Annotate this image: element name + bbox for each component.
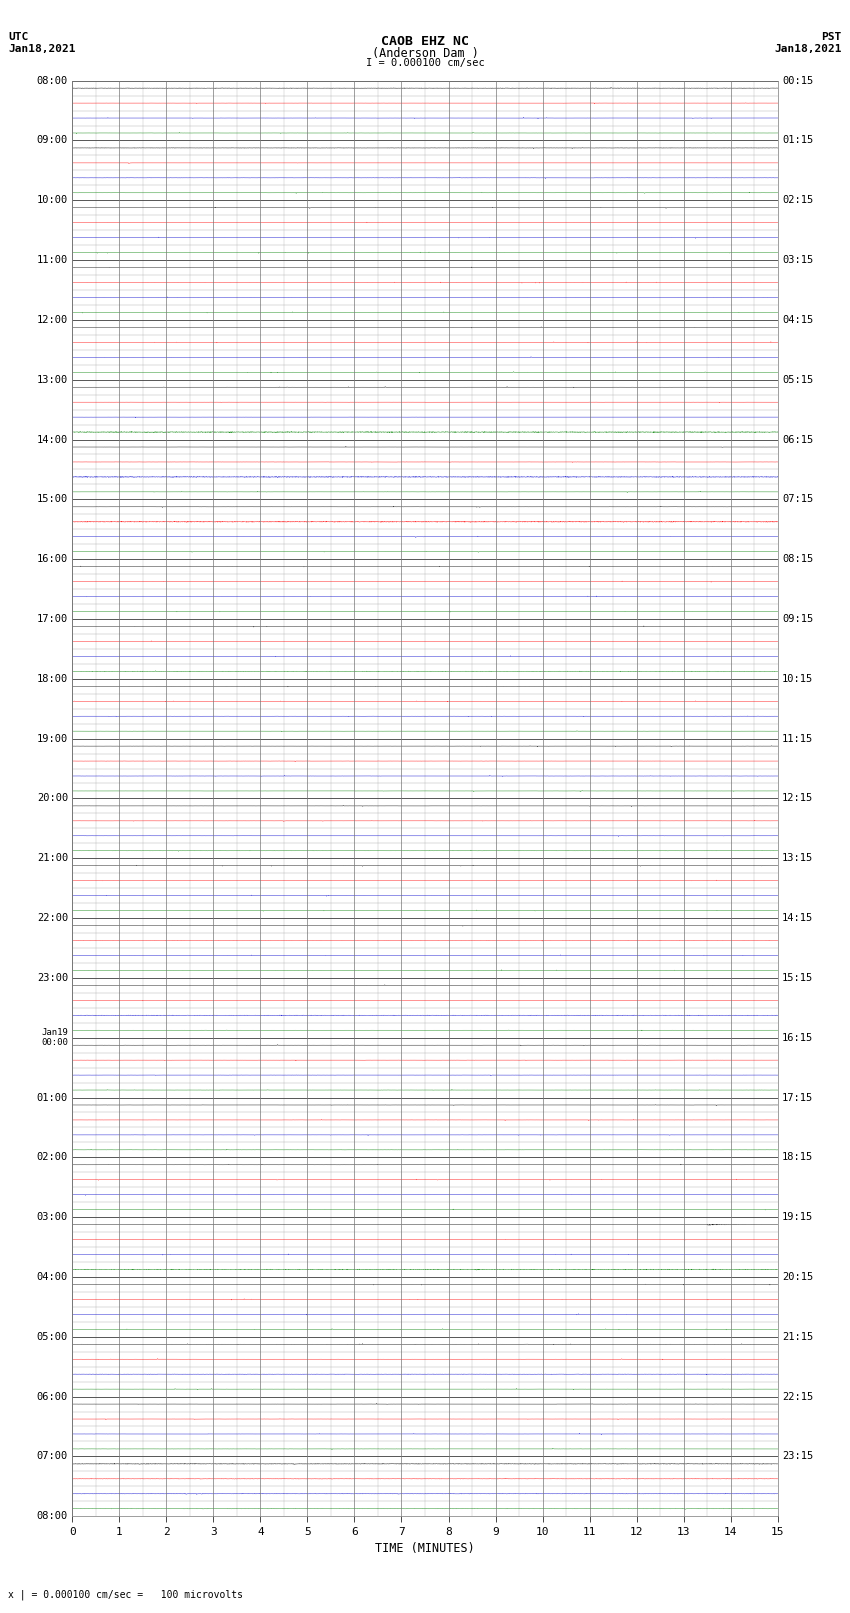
Text: 11:15: 11:15 bbox=[782, 734, 813, 744]
Text: 18:15: 18:15 bbox=[782, 1152, 813, 1163]
Text: 08:00: 08:00 bbox=[37, 76, 68, 85]
Text: 12:15: 12:15 bbox=[782, 794, 813, 803]
Text: 12:00: 12:00 bbox=[37, 315, 68, 324]
Text: 07:15: 07:15 bbox=[782, 494, 813, 505]
Text: 06:00: 06:00 bbox=[37, 1392, 68, 1402]
Text: 13:15: 13:15 bbox=[782, 853, 813, 863]
Text: 17:15: 17:15 bbox=[782, 1092, 813, 1103]
Text: 04:00: 04:00 bbox=[37, 1273, 68, 1282]
Text: 10:15: 10:15 bbox=[782, 674, 813, 684]
Text: 22:15: 22:15 bbox=[782, 1392, 813, 1402]
Text: 23:15: 23:15 bbox=[782, 1452, 813, 1461]
Text: 21:00: 21:00 bbox=[37, 853, 68, 863]
Text: UTC: UTC bbox=[8, 32, 29, 42]
Text: CAOB EHZ NC: CAOB EHZ NC bbox=[381, 35, 469, 48]
Text: 05:15: 05:15 bbox=[782, 374, 813, 386]
Text: 01:15: 01:15 bbox=[782, 135, 813, 145]
Text: 02:00: 02:00 bbox=[37, 1152, 68, 1163]
Text: 03:15: 03:15 bbox=[782, 255, 813, 265]
Text: 16:15: 16:15 bbox=[782, 1032, 813, 1042]
Text: 02:15: 02:15 bbox=[782, 195, 813, 205]
Text: 22:00: 22:00 bbox=[37, 913, 68, 923]
Text: 03:00: 03:00 bbox=[37, 1211, 68, 1223]
Text: 15:00: 15:00 bbox=[37, 494, 68, 505]
Text: Jan19
00:00: Jan19 00:00 bbox=[41, 1027, 68, 1047]
Text: 08:00: 08:00 bbox=[37, 1511, 68, 1521]
Text: 14:15: 14:15 bbox=[782, 913, 813, 923]
Text: 06:15: 06:15 bbox=[782, 434, 813, 445]
Text: 19:15: 19:15 bbox=[782, 1211, 813, 1223]
Text: 20:15: 20:15 bbox=[782, 1273, 813, 1282]
Text: 20:00: 20:00 bbox=[37, 794, 68, 803]
Text: Jan18,2021: Jan18,2021 bbox=[774, 44, 842, 53]
Text: 21:15: 21:15 bbox=[782, 1332, 813, 1342]
Text: 23:00: 23:00 bbox=[37, 973, 68, 982]
Text: 17:00: 17:00 bbox=[37, 615, 68, 624]
Text: 11:00: 11:00 bbox=[37, 255, 68, 265]
Text: 14:00: 14:00 bbox=[37, 434, 68, 445]
Text: PST: PST bbox=[821, 32, 842, 42]
Text: 13:00: 13:00 bbox=[37, 374, 68, 386]
Text: 05:00: 05:00 bbox=[37, 1332, 68, 1342]
X-axis label: TIME (MINUTES): TIME (MINUTES) bbox=[375, 1542, 475, 1555]
Text: 16:00: 16:00 bbox=[37, 555, 68, 565]
Text: 19:00: 19:00 bbox=[37, 734, 68, 744]
Text: 01:00: 01:00 bbox=[37, 1092, 68, 1103]
Text: I = 0.000100 cm/sec: I = 0.000100 cm/sec bbox=[366, 58, 484, 68]
Text: x | = 0.000100 cm/sec =   100 microvolts: x | = 0.000100 cm/sec = 100 microvolts bbox=[8, 1589, 243, 1600]
Text: Jan18,2021: Jan18,2021 bbox=[8, 44, 76, 53]
Text: 15:15: 15:15 bbox=[782, 973, 813, 982]
Text: 09:00: 09:00 bbox=[37, 135, 68, 145]
Text: 09:15: 09:15 bbox=[782, 615, 813, 624]
Text: (Anderson Dam ): (Anderson Dam ) bbox=[371, 47, 479, 60]
Text: 08:15: 08:15 bbox=[782, 555, 813, 565]
Text: 10:00: 10:00 bbox=[37, 195, 68, 205]
Text: 18:00: 18:00 bbox=[37, 674, 68, 684]
Text: 00:15: 00:15 bbox=[782, 76, 813, 85]
Text: 04:15: 04:15 bbox=[782, 315, 813, 324]
Text: 07:00: 07:00 bbox=[37, 1452, 68, 1461]
